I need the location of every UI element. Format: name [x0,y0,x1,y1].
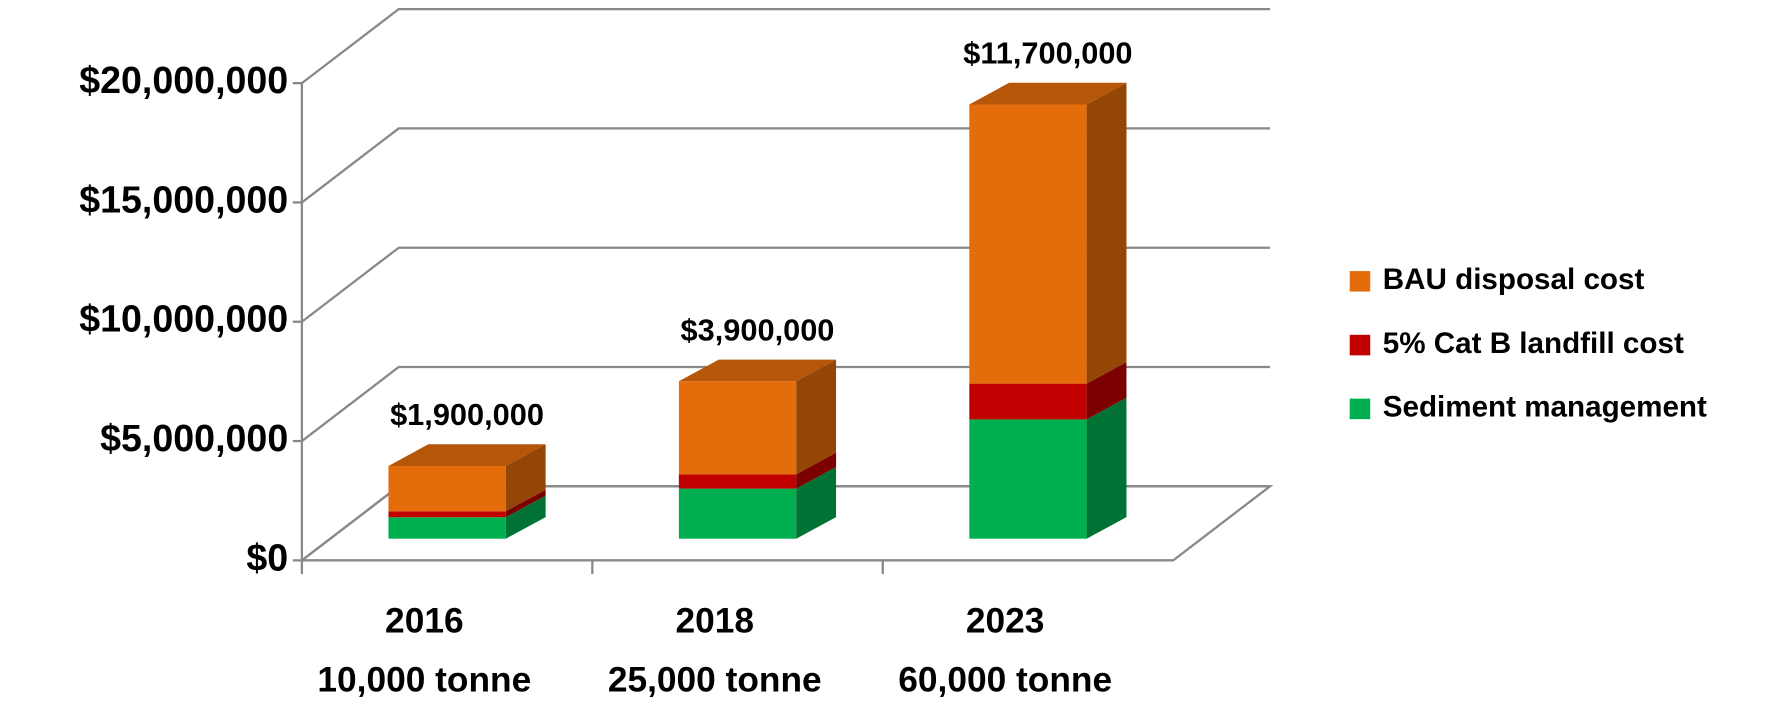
bar-top [969,82,1127,105]
bar-top [388,444,546,466]
value-label: $1,900,000 [390,397,544,432]
bar-side [1086,397,1127,539]
legend-swatch [1349,334,1371,356]
x-tick-label: 2023 [966,601,1045,640]
bar-side [1086,361,1127,420]
y-tick-label: $0 [246,536,288,578]
y-tick-label: $15,000,000 [79,178,288,220]
bar-segment [969,419,1087,539]
legend-label: 5% Cat B landfill cost [1383,327,1684,360]
legend-label: Sediment management [1383,391,1707,424]
x-tick-label: 60,000 tonne [898,661,1112,700]
bar-side [505,444,546,512]
y-tick-label: $10,000,000 [79,298,288,340]
legend-swatch [1349,398,1371,420]
bar-segment [969,383,1087,420]
bar-segment [678,474,797,489]
bar-segment [388,511,506,518]
x-tick-label: 2018 [675,601,754,640]
bar-side [796,359,837,475]
y-tick-label: $5,000,000 [100,417,288,459]
x-tick-label: 2016 [385,601,464,640]
bar-segment [678,488,797,539]
legend-label: BAU disposal cost [1383,263,1645,296]
bar-side [796,466,837,539]
x-tick-label: 10,000 tonne [317,661,531,700]
bar-side [505,495,546,539]
y-tick-label: $20,000,000 [79,59,288,101]
legend-swatch [1349,271,1371,292]
bar-side [796,452,837,489]
bar-segment [969,104,1087,384]
bar-segment [678,381,797,475]
bar-top [678,359,837,382]
bar-segment [388,517,506,539]
value-label: $11,700,000 [963,36,1132,71]
bar-side [505,489,546,518]
bar-side [1086,82,1127,384]
value-label: $3,900,000 [681,312,835,347]
x-tick-label: 25,000 tonne [608,661,822,700]
bar-segment [388,465,506,512]
grid-line [301,7,1270,85]
